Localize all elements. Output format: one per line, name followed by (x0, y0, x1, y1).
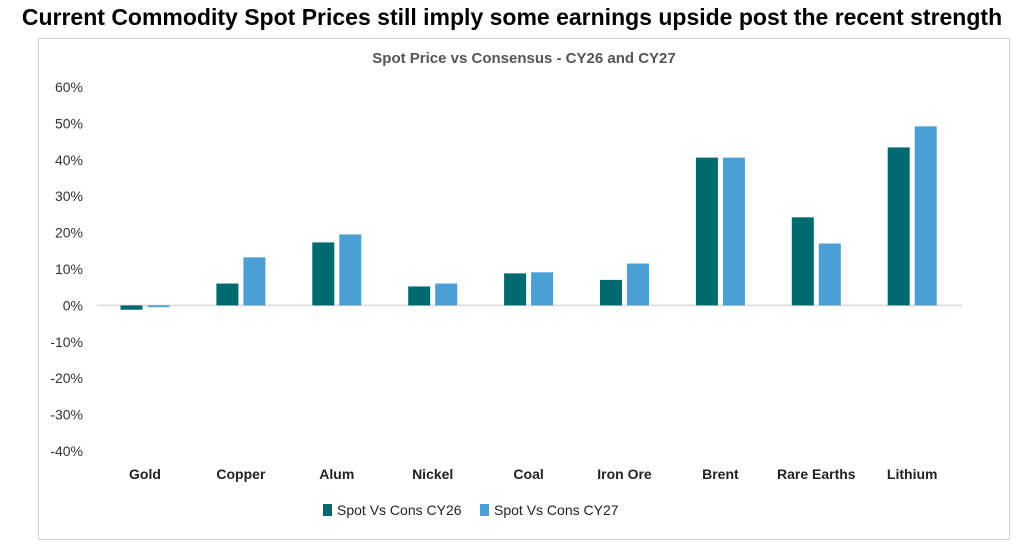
x-tick-label: Copper (216, 466, 266, 482)
bar-cy26 (504, 273, 527, 306)
x-tick-label: Iron Ore (597, 466, 652, 482)
y-tick-label: 0% (63, 297, 83, 313)
x-tick-label: Brent (702, 466, 739, 482)
bar-cy27 (818, 243, 841, 306)
bar-cy27 (531, 272, 554, 306)
chart-frame (38, 38, 1010, 540)
bar-cy27 (147, 305, 170, 308)
bar-cy26 (695, 157, 718, 306)
legend-swatch (323, 504, 332, 516)
bar-cy26 (887, 147, 910, 306)
legend-label: Spot Vs Cons CY27 (494, 502, 619, 518)
bar-cy26 (600, 279, 622, 306)
chart-title: Spot Price vs Consensus - CY26 and CY27 (372, 50, 675, 67)
bar-cy26 (312, 242, 335, 306)
y-tick-label: 10% (55, 261, 83, 277)
y-tick-label: -30% (50, 407, 83, 423)
y-tick-label: -10% (50, 334, 83, 350)
headline: Current Commodity Spot Prices still impl… (21, 4, 1003, 30)
y-tick-label: 40% (55, 152, 83, 168)
bar-cy26 (791, 217, 814, 306)
x-tick-label: Alum (319, 466, 354, 482)
legend-label: Spot Vs Cons CY26 (337, 502, 462, 518)
bar-cy27 (722, 157, 745, 306)
y-tick-label: -40% (50, 443, 83, 459)
y-tick-label: 60% (55, 79, 83, 95)
x-tick-label: Gold (129, 466, 161, 482)
bar-cy27 (627, 263, 649, 306)
x-tick-label: Nickel (412, 466, 453, 482)
bar-cy27 (435, 283, 458, 306)
y-tick-label: 50% (55, 115, 83, 131)
y-tick-label: 30% (55, 188, 83, 204)
x-tick-label: Coal (513, 466, 543, 482)
bar-cy27 (243, 257, 266, 306)
bar-cy26 (408, 286, 431, 306)
bar-cy27 (339, 234, 362, 306)
legend-swatch (480, 504, 489, 516)
bar-cy26 (216, 283, 239, 306)
y-tick-label: -20% (50, 370, 83, 386)
x-tick-label: Rare Earths (777, 466, 856, 482)
bar-cy27 (914, 126, 937, 306)
bar-cy26 (120, 305, 143, 310)
x-tick-label: Lithium (887, 466, 938, 482)
y-tick-label: 20% (55, 225, 83, 241)
